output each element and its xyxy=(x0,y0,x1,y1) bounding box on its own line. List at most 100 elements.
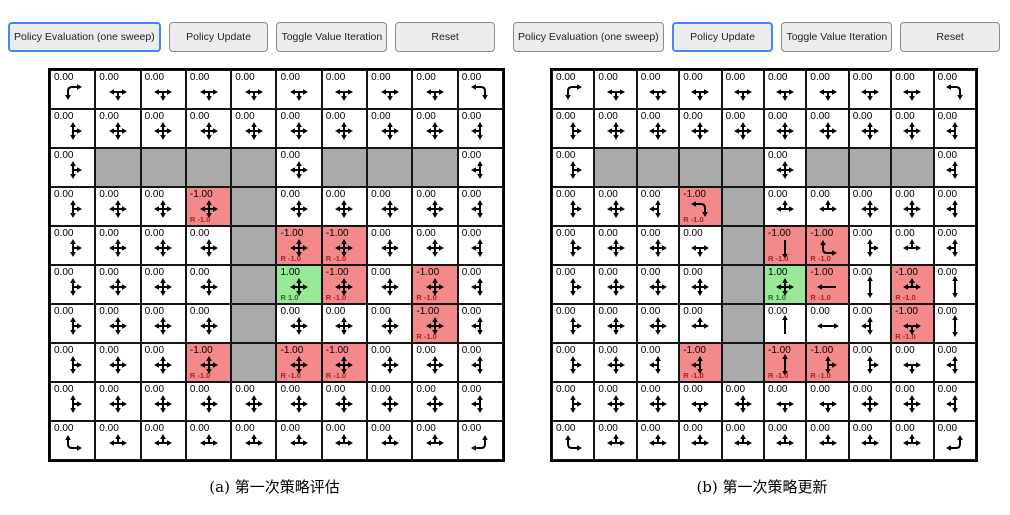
policy-arrow-icon xyxy=(69,161,82,180)
policy-arrow-icon xyxy=(290,161,309,180)
grid-cell: 0.00 xyxy=(95,265,141,304)
reward-label: R -1.0 xyxy=(895,293,916,302)
policy-arrow-icon xyxy=(290,89,309,102)
grid-cell: -1.00 R -1.0 xyxy=(764,343,807,382)
policy-arrow-icon xyxy=(64,435,82,452)
cell-value: -1.00 xyxy=(810,267,834,278)
policy-arrow-icon xyxy=(648,317,667,336)
wall-cell xyxy=(721,265,764,304)
cell-value: 0.00 xyxy=(144,345,165,356)
policy-update-button[interactable]: Policy Update xyxy=(671,22,774,52)
cell-value: 0.00 xyxy=(144,111,165,122)
grid-cell: 0.00 xyxy=(367,70,413,109)
grid-cell: 0.00 xyxy=(95,343,141,382)
grid-cell: 0.00 xyxy=(321,382,368,421)
grid-cell: 0.00 xyxy=(552,265,595,304)
cell-value: 0.00 xyxy=(852,72,873,83)
cell-value: 0.00 xyxy=(556,150,576,161)
figure-caption-b: (b) 第一次策略更新 xyxy=(696,478,828,496)
grid-cell: 0.00 xyxy=(276,70,322,109)
grid-cell: 0.00 xyxy=(412,421,458,460)
policy-arrow-icon xyxy=(380,89,399,102)
policy-arrow-icon xyxy=(903,89,922,102)
policy-update-button[interactable]: Policy Update xyxy=(168,22,269,52)
reset-button[interactable]: Reset xyxy=(900,22,1000,52)
cell-value: 0.00 xyxy=(371,228,391,239)
grid-cell: 0.00 xyxy=(231,421,277,460)
cell-value: 0.00 xyxy=(416,423,436,434)
grid-cell: -1.00 R -1.0 xyxy=(806,265,849,304)
policy-arrow-icon xyxy=(606,239,625,258)
policy-arrow-icon xyxy=(648,89,667,102)
grid-cell: 0.00 xyxy=(185,382,232,421)
grid-cell: 0.00 xyxy=(552,148,595,187)
cell-value: 0.00 xyxy=(235,384,255,395)
cell-value: 0.00 xyxy=(371,306,391,317)
policy-arrow-icon xyxy=(818,434,837,447)
policy-arrow-icon xyxy=(945,122,958,141)
cell-value: 0.00 xyxy=(371,384,391,395)
grid-cell: 0.00 xyxy=(933,109,976,148)
cell-value: 0.00 xyxy=(189,72,210,83)
grid-cell: 0.00 xyxy=(185,265,232,304)
cell-value: 0.00 xyxy=(144,267,165,278)
cell-value: 0.00 xyxy=(810,189,830,200)
grid-cell: 0.00 xyxy=(594,70,637,109)
policy-arrow-icon xyxy=(691,89,710,102)
policy-arrow-icon xyxy=(199,278,218,297)
cell-value: 0.00 xyxy=(144,228,165,239)
grid-cell: 0.00 xyxy=(50,382,96,421)
grid-cell: 0.00 xyxy=(933,148,976,187)
toggle-value-iteration-button[interactable]: Toggle Value Iteration xyxy=(276,22,388,52)
cell-value: 0.00 xyxy=(235,423,255,434)
policy-arrow-icon xyxy=(816,323,839,330)
policy-evaluation-button[interactable]: Policy Evaluation (one sweep) xyxy=(513,22,664,52)
cell-value: 0.00 xyxy=(768,306,788,317)
grid-cell: 0.00 xyxy=(367,265,413,304)
policy-arrow-icon xyxy=(380,122,399,141)
policy-arrow-icon xyxy=(951,276,958,299)
cell-value: 0.00 xyxy=(768,423,788,434)
cell-value: 1.00 xyxy=(280,267,300,278)
policy-arrow-icon xyxy=(154,239,173,258)
reset-button[interactable]: Reset xyxy=(395,22,495,52)
grid-cell: 0.00 xyxy=(721,421,764,460)
policy-arrow-icon xyxy=(606,317,625,336)
cell-value: 0.00 xyxy=(280,189,300,200)
cell-value: 0.00 xyxy=(852,189,873,200)
policy-arrow-icon xyxy=(606,356,625,375)
grid-cell: 0.00 xyxy=(95,70,141,109)
reward-label: R -1.0 xyxy=(416,332,437,341)
grid-cell: 1.00 R 1.0 xyxy=(764,265,807,304)
cell-value: 0.00 xyxy=(598,111,618,122)
toggle-value-iteration-button[interactable]: Toggle Value Iteration xyxy=(781,22,893,52)
cell-value: 0.00 xyxy=(99,267,119,278)
cell-value: 0.00 xyxy=(768,150,788,161)
cell-value: 0.00 xyxy=(937,345,958,356)
grid-cell: 0.00 xyxy=(594,265,637,304)
reward-label: R -1.0 xyxy=(280,254,301,263)
policy-arrow-icon xyxy=(290,317,309,336)
cell-value: 0.00 xyxy=(461,150,482,161)
grid-cell: 0.00 xyxy=(891,343,934,382)
cell-value: -1.00 xyxy=(280,345,304,356)
cell-value: 0.00 xyxy=(461,423,482,434)
grid-cell: 0.00 xyxy=(231,382,277,421)
reward-label: R -1.0 xyxy=(810,293,831,302)
grid-cell: 0.00 xyxy=(95,226,141,265)
grid-cell: 0.00 xyxy=(185,421,232,460)
grid-cell: 0.00 xyxy=(321,304,368,343)
reward-label: R -1.0 xyxy=(768,254,789,263)
cell-value: 0.00 xyxy=(683,267,703,278)
policy-arrow-icon xyxy=(471,435,489,452)
cell-value: 0.00 xyxy=(683,111,703,122)
grid-cell: 0.00 xyxy=(412,226,458,265)
grid-cell: 0.00 xyxy=(50,226,96,265)
policy-arrow-icon xyxy=(776,161,795,180)
policy-evaluation-button[interactable]: Policy Evaluation (one sweep) xyxy=(8,22,161,52)
cell-value: 0.00 xyxy=(937,189,958,200)
cell-value: -1.00 xyxy=(768,345,791,356)
grid-cell: 0.00 xyxy=(95,187,141,226)
cell-value: 0.00 xyxy=(54,423,74,434)
cell-value: 0.00 xyxy=(461,111,482,122)
